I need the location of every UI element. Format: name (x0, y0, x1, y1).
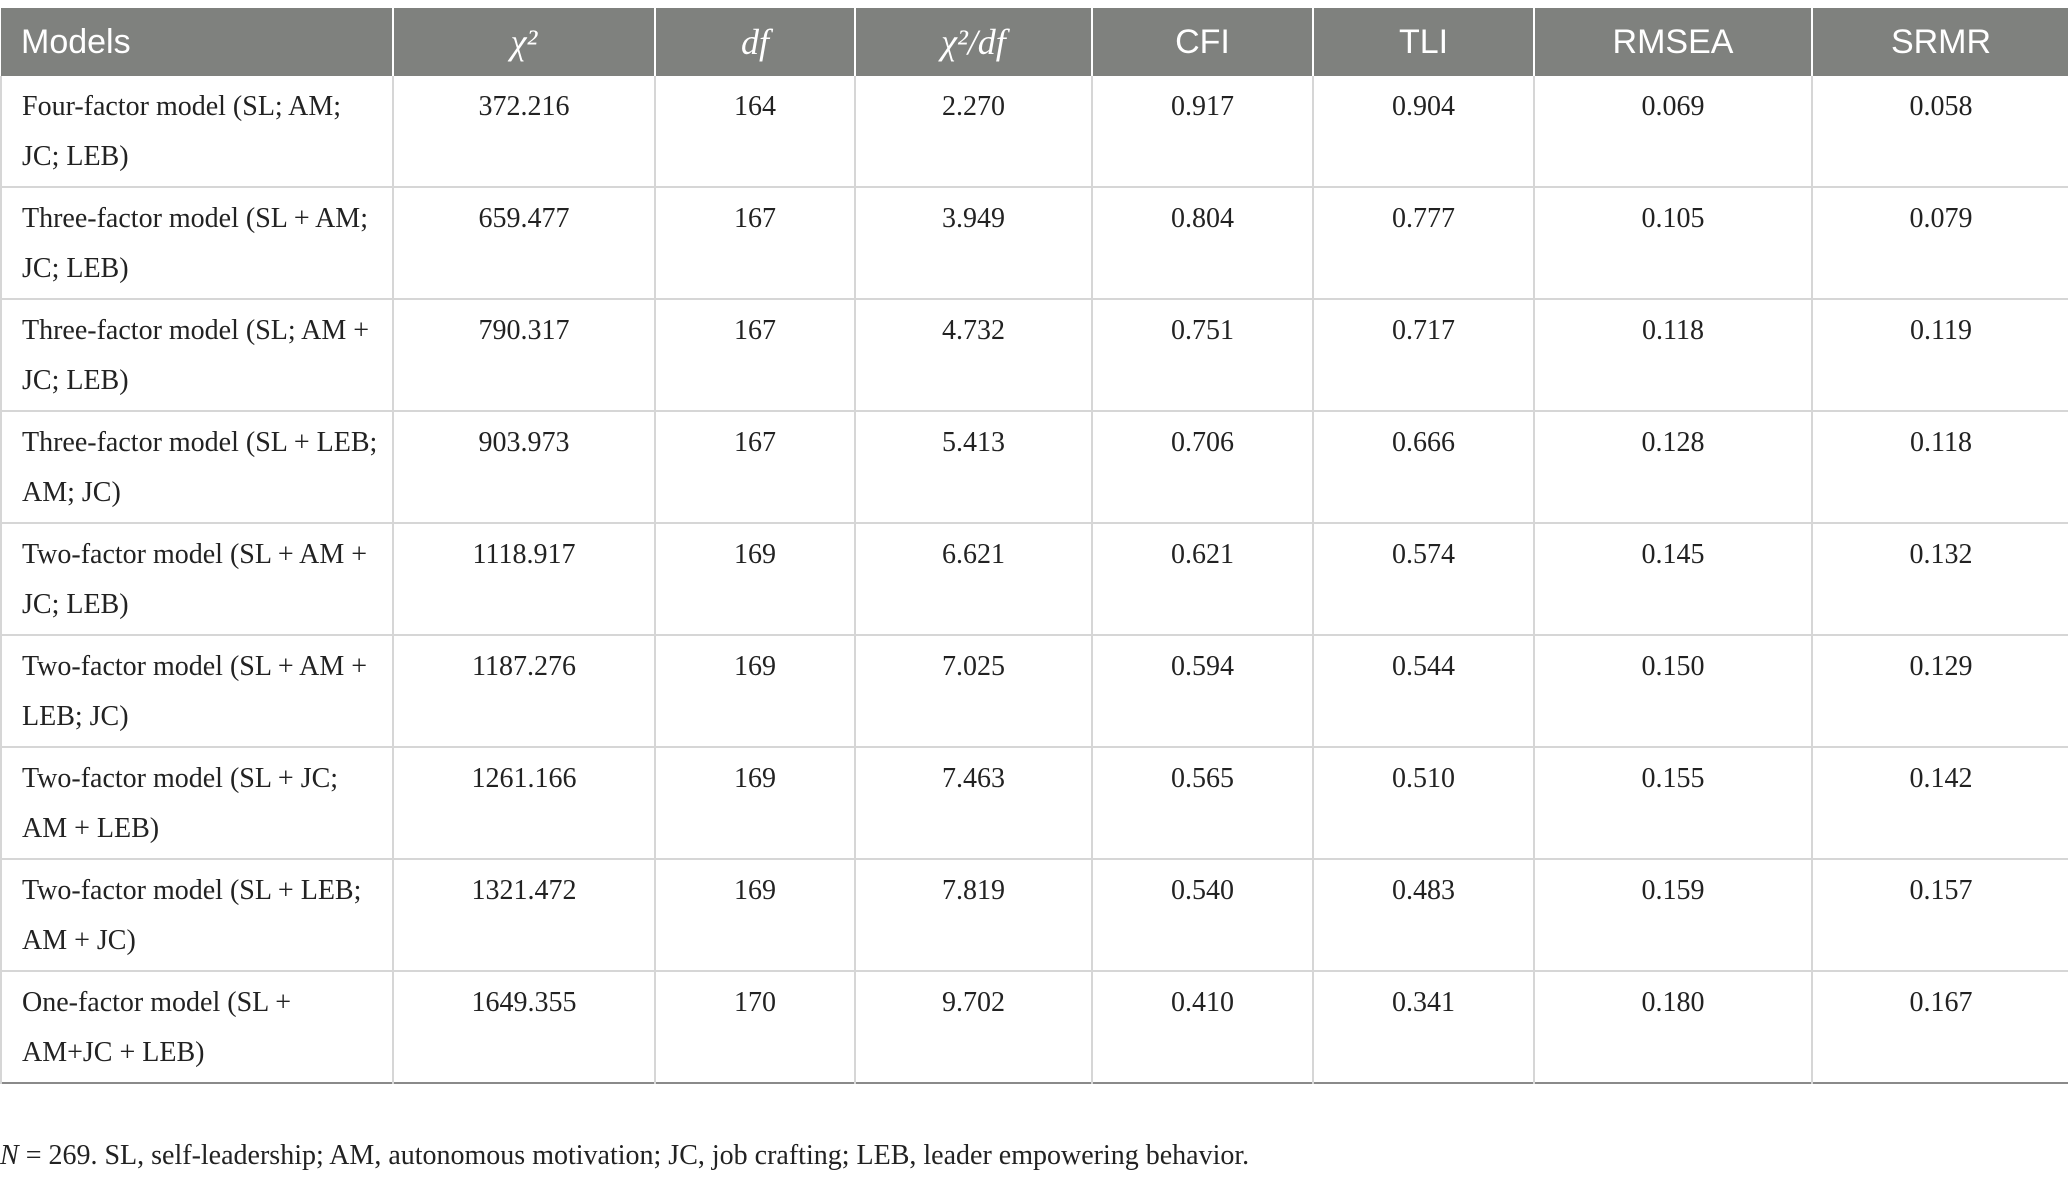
table-row: Four-factor model (SL; AM; JC; LEB) 372.2… (0, 76, 2068, 187)
cell-srmr: 0.167 (1811, 970, 2068, 1083)
cell-tli: 0.544 (1312, 634, 1534, 747)
table-row: Two-factor model (SL + LEB; AM + JC) 1321… (0, 858, 2068, 971)
header-chi-square-df: χ²/df (854, 8, 1092, 76)
cell-rmsea: 0.145 (1533, 522, 1812, 635)
cell-rmsea: 0.159 (1533, 858, 1812, 971)
cell-model: One-factor model (SL + AM+JC + LEB) (0, 970, 393, 1083)
cell-srmr: 0.079 (1811, 186, 2068, 299)
cell-chi-square: 790.317 (392, 298, 655, 411)
cell-chi-square-df: 7.025 (854, 634, 1092, 747)
header-chi-square: χ² (392, 8, 655, 76)
cell-tli: 0.483 (1312, 858, 1534, 971)
cell-tli: 0.341 (1312, 970, 1534, 1083)
footnote-n-label: N (0, 1140, 19, 1171)
header-row: Models χ² df χ²/df CFI TLI RMSEA SRMR (1, 8, 2068, 76)
cell-chi-square: 659.477 (392, 186, 655, 299)
cell-chi-square-df: 9.702 (854, 970, 1092, 1083)
cell-chi-square-df: 4.732 (854, 298, 1092, 411)
cell-df: 170 (654, 970, 855, 1083)
cell-cfi: 0.917 (1091, 76, 1313, 187)
header-cfi: CFI (1091, 8, 1313, 76)
cell-df: 167 (654, 186, 855, 299)
header-tli: TLI (1312, 8, 1534, 76)
cell-tli: 0.666 (1312, 410, 1534, 523)
header-df: df (654, 8, 855, 76)
cell-chi-square-df: 3.949 (854, 186, 1092, 299)
cell-model: Two-factor model (SL + JC; AM + LEB) (0, 746, 393, 859)
cell-df: 167 (654, 410, 855, 523)
table-container: Models χ² df χ²/df CFI TLI RMSEA SRMR Fo… (0, 8, 2068, 1084)
cell-rmsea: 0.150 (1533, 634, 1812, 747)
footnote-text: = 269. SL, self-leadership; AM, autonomo… (18, 1140, 1250, 1171)
cell-chi-square-df: 7.819 (854, 858, 1092, 971)
cell-chi-square: 1261.166 (392, 746, 655, 859)
cell-df: 167 (654, 298, 855, 411)
table-row: Three-factor model (SL + AM; JC; LEB) 659… (0, 186, 2068, 299)
table-row: Three-factor model (SL + LEB; AM; JC) 903… (0, 410, 2068, 523)
header-models: Models (1, 8, 393, 76)
cell-srmr: 0.129 (1811, 634, 2068, 747)
model-fit-table: Models χ² df χ²/df CFI TLI RMSEA SRMR Fo… (0, 8, 2068, 1084)
cell-tli: 0.777 (1312, 186, 1534, 299)
cell-df: 169 (654, 522, 855, 635)
cell-chi-square-df: 5.413 (854, 410, 1092, 523)
cell-chi-square-df: 6.621 (854, 522, 1092, 635)
table-row: Two-factor model (SL + JC; AM + LEB) 1261… (0, 746, 2068, 859)
cell-srmr: 0.119 (1811, 298, 2068, 411)
cell-cfi: 0.751 (1091, 298, 1313, 411)
cell-cfi: 0.706 (1091, 410, 1313, 523)
table-row: Three-factor model (SL; AM + JC; LEB) 790… (0, 298, 2068, 411)
cell-rmsea: 0.118 (1533, 298, 1812, 411)
cell-model: Two-factor model (SL + LEB; AM + JC) (0, 858, 393, 971)
cell-rmsea: 0.180 (1533, 970, 1812, 1083)
cell-cfi: 0.621 (1091, 522, 1313, 635)
cell-srmr: 0.142 (1811, 746, 2068, 859)
cell-chi-square: 1649.355 (392, 970, 655, 1083)
cell-rmsea: 0.128 (1533, 410, 1812, 523)
cell-chi-square: 1321.472 (392, 858, 655, 971)
table-footnote: N = 269. SL, self-leadership; AM, autono… (0, 1140, 1249, 1172)
cell-model: Four-factor model (SL; AM; JC; LEB) (0, 76, 393, 187)
table-row: One-factor model (SL + AM+JC + LEB) 1649.… (0, 970, 2068, 1083)
cell-chi-square-df: 7.463 (854, 746, 1092, 859)
cell-tli: 0.904 (1312, 76, 1534, 187)
cell-rmsea: 0.155 (1533, 746, 1812, 859)
cell-model: Two-factor model (SL + AM + JC; LEB) (0, 522, 393, 635)
cell-srmr: 0.132 (1811, 522, 2068, 635)
cell-model: Three-factor model (SL; AM + JC; LEB) (0, 298, 393, 411)
cell-chi-square: 903.973 (392, 410, 655, 523)
cell-df: 169 (654, 634, 855, 747)
cell-tli: 0.574 (1312, 522, 1534, 635)
cell-model: Three-factor model (SL + AM; JC; LEB) (0, 186, 393, 299)
cell-chi-square: 372.216 (392, 76, 655, 187)
cell-cfi: 0.594 (1091, 634, 1313, 747)
cell-model: Two-factor model (SL + AM + LEB; JC) (0, 634, 393, 747)
cell-cfi: 0.804 (1091, 186, 1313, 299)
cell-cfi: 0.410 (1091, 970, 1313, 1083)
cell-rmsea: 0.105 (1533, 186, 1812, 299)
cell-srmr: 0.118 (1811, 410, 2068, 523)
cell-cfi: 0.565 (1091, 746, 1313, 859)
table-row: Two-factor model (SL + AM + LEB; JC) 1187… (0, 634, 2068, 747)
cell-df: 164 (654, 76, 855, 187)
cell-chi-square: 1118.917 (392, 522, 655, 635)
header-srmr: SRMR (1811, 8, 2068, 76)
cell-df: 169 (654, 746, 855, 859)
table-row: Two-factor model (SL + AM + JC; LEB) 1118… (0, 522, 2068, 635)
cell-rmsea: 0.069 (1533, 76, 1812, 187)
cell-chi-square: 1187.276 (392, 634, 655, 747)
cell-chi-square-df: 2.270 (854, 76, 1092, 187)
cell-tli: 0.717 (1312, 298, 1534, 411)
header-rmsea: RMSEA (1533, 8, 1812, 76)
cell-tli: 0.510 (1312, 746, 1534, 859)
cell-df: 169 (654, 858, 855, 971)
cell-srmr: 0.058 (1811, 76, 2068, 187)
cell-srmr: 0.157 (1811, 858, 2068, 971)
cell-model: Three-factor model (SL + LEB; AM; JC) (0, 410, 393, 523)
cell-cfi: 0.540 (1091, 858, 1313, 971)
